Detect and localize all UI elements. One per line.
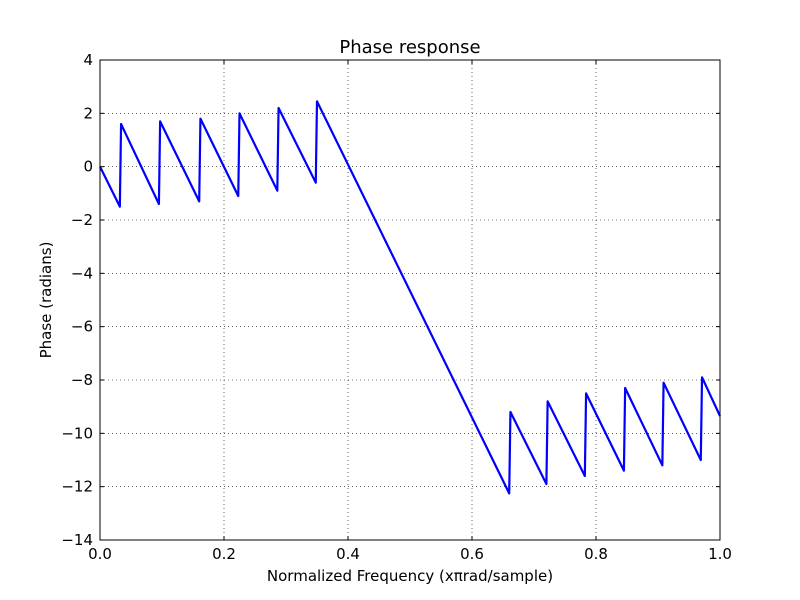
x-axis-label: Normalized Frequency (xπrad/sample)	[267, 567, 553, 585]
x-tick-label: 1.0	[708, 545, 732, 563]
y-axis-label: Phase (radians)	[37, 242, 55, 359]
x-tick-label: 0.2	[212, 545, 236, 563]
y-tick-label: 2	[83, 104, 93, 122]
x-tick-label: 0.4	[336, 545, 360, 563]
grid-lines	[100, 60, 720, 540]
tick-labels: 0.0 0.2 0.4 0.6 0.8 1.0 4 2 0 −2 −4 −6 −8 −10 −12 −14	[61, 51, 732, 563]
tick-marks	[99, 59, 721, 541]
chart-title: Phase response	[339, 37, 480, 58]
series-layer	[99, 100, 721, 495]
plot-area	[100, 60, 720, 540]
plot-frame	[99, 59, 721, 541]
y-tick-label: −8	[71, 371, 93, 389]
y-tick-label: −2	[71, 211, 93, 229]
y-tick-label: −14	[61, 531, 93, 549]
x-tick-label: 0.0	[88, 545, 112, 563]
y-tick-label: −10	[61, 424, 93, 442]
y-tick-label: 0	[83, 158, 93, 176]
y-tick-label: −4	[71, 264, 93, 282]
x-tick-label: 0.6	[460, 545, 484, 563]
phase-series-line	[99, 100, 721, 495]
y-tick-label: −12	[61, 478, 93, 496]
y-tick-label: −6	[71, 318, 93, 336]
y-tick-label: 4	[83, 51, 93, 69]
x-tick-label: 0.8	[584, 545, 608, 563]
